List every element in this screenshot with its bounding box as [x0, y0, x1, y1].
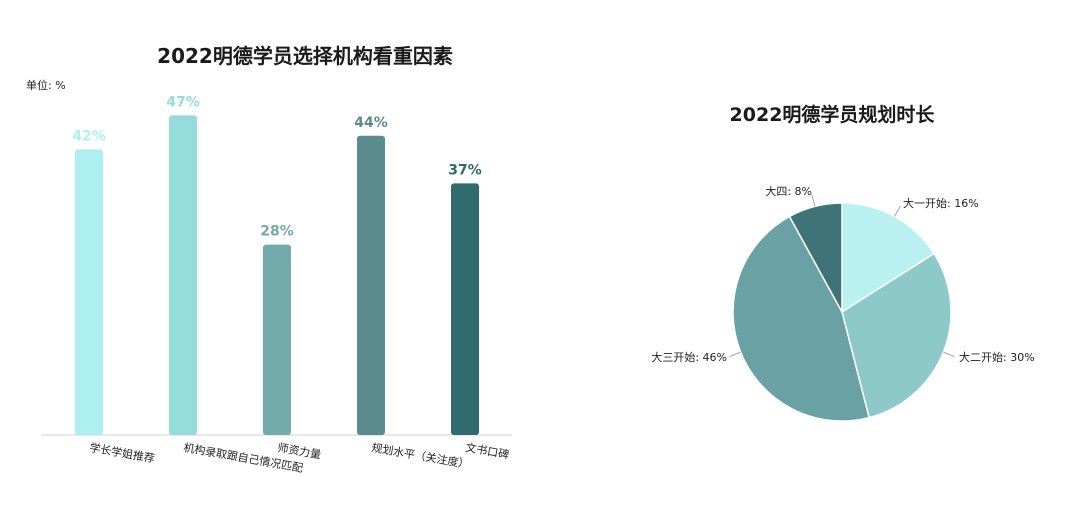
bar-category-label: 文书口碑 — [464, 440, 510, 461]
pie-chart: 2022明德学员规划时长 大一开始: 16% 大二开始: 30% 大三开始: 46%… — [651, 103, 1035, 422]
bar-value-label: 37% — [448, 162, 482, 178]
pie-slice-label: 大二开始: 30% — [959, 350, 1035, 364]
pie-slices-group — [732, 202, 952, 422]
pie-labels-group: 大一开始: 16% 大二开始: 30% 大三开始: 46% 大四: 8% — [651, 184, 1034, 364]
pie-slice — [841, 202, 936, 314]
bar-chart: 2022明德学员选择机构看重因素 单位: % 42% 47% 28% 44% 37% 学… — [26, 44, 512, 475]
bar-category-label: 规划水平（关注度） — [370, 440, 470, 471]
bar-value-label: 28% — [260, 224, 294, 240]
bar — [357, 135, 385, 436]
pie-leader-line — [894, 205, 901, 217]
pie-slice-label: 大一开始: 16% — [903, 196, 979, 210]
bar-chart-unit-label: 单位: % — [26, 78, 66, 92]
bar-value-label: 44% — [354, 115, 388, 131]
bar-category-label: 学长学姐推荐 — [88, 440, 155, 465]
bar — [75, 149, 103, 435]
bar-chart-title: 2022明德学员选择机构看重因素 — [157, 44, 453, 68]
pie-slice-label: 大三开始: 46% — [651, 350, 727, 364]
pie-chart-title: 2022明德学员规划时长 — [730, 103, 936, 126]
bar — [451, 183, 479, 435]
pie-leader-line — [943, 351, 955, 358]
pie-leader-line — [811, 194, 816, 207]
pie-leader-line — [729, 351, 741, 358]
bars-group — [75, 115, 479, 436]
bar — [169, 115, 197, 436]
bar-value-labels: 42% 47% 28% 44% 37% — [72, 94, 482, 239]
bar-value-label: 42% — [72, 128, 106, 144]
pie-slice — [788, 202, 843, 313]
pie-slice — [732, 215, 871, 422]
bar-value-label: 47% — [166, 94, 200, 110]
pie-slice-label: 大四: 8% — [765, 184, 812, 198]
bar — [263, 244, 291, 435]
